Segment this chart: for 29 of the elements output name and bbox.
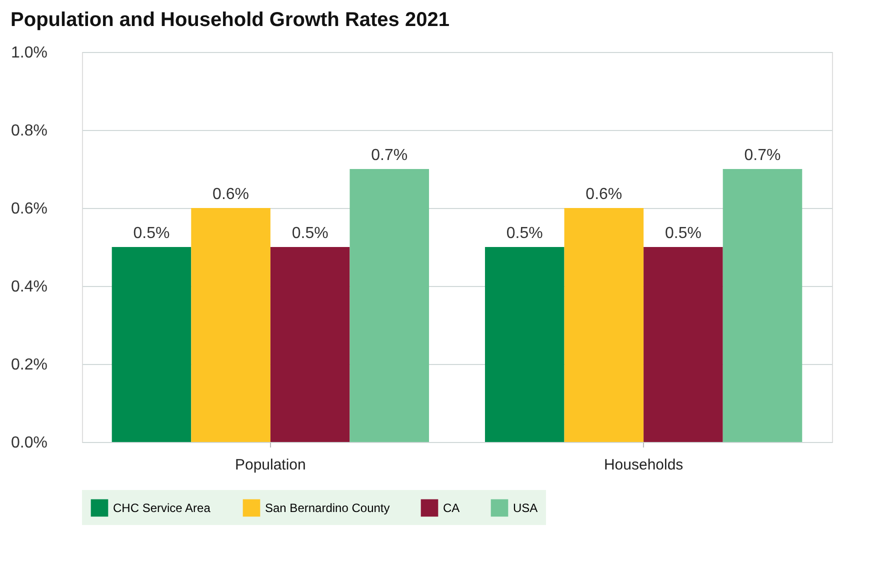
legend-label: CHC Service Area [113,500,211,515]
legend-label: CA [443,500,460,515]
bar [191,208,270,442]
legend-label: San Bernardino County [265,500,390,515]
bar [484,247,564,442]
data-label: 0.7% [744,147,781,164]
data-label: 0.5% [506,225,543,242]
y-tick-label: 0.4% [11,278,48,296]
data-label: 0.5% [292,225,328,242]
data-label: 0.6% [586,186,622,203]
legend-label: USA [513,500,538,515]
data-label: 0.5% [664,225,702,242]
chart-title: Population and Household Growth Rates 2021 [10,9,450,31]
bar [270,247,350,442]
bar [350,169,430,442]
y-tick-label: 0.6% [11,200,48,218]
y-tick-label: 0.8% [11,122,48,140]
data-label: 0.6% [212,186,250,203]
y-tick-label: 0.0% [11,434,48,452]
bar [644,247,723,442]
bar [112,247,192,442]
bar [564,208,644,442]
data-label: 0.5% [133,225,170,242]
bar [722,169,802,442]
x-tick-label: Households [604,456,684,474]
y-tick-label: 1.0% [11,44,48,62]
y-tick-label: 0.2% [11,356,48,374]
data-label: 0.7% [371,147,408,164]
x-tick-label: Population [234,456,306,474]
